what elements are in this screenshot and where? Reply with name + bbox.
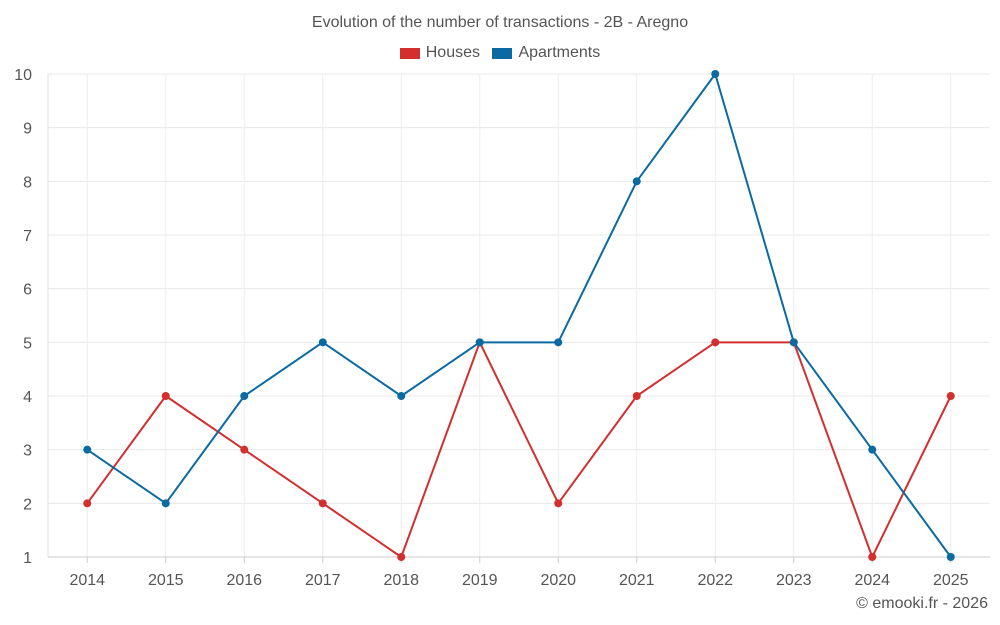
x-tick-label: 2014 <box>69 572 105 589</box>
data-point-apartments <box>711 70 720 78</box>
y-tick-label: 2 <box>23 496 32 513</box>
data-point-houses <box>632 392 641 400</box>
y-tick-label: 6 <box>23 282 32 299</box>
x-tick-label: 2019 <box>462 572 498 589</box>
x-tick-label: 2022 <box>697 572 733 589</box>
x-tick-label: 2018 <box>383 572 419 589</box>
y-tick-label: 4 <box>23 389 32 406</box>
chart-legend: Houses Apartments <box>0 44 1000 64</box>
data-point-apartments <box>789 338 798 347</box>
x-tick-label: 2017 <box>305 572 341 589</box>
x-tick-label: 2015 <box>148 572 184 589</box>
y-tick-label: 8 <box>23 174 32 191</box>
data-point-houses <box>83 499 92 508</box>
data-point-houses <box>240 445 249 454</box>
data-point-apartments <box>397 392 406 400</box>
data-point-apartments <box>318 338 327 347</box>
series-line-houses <box>86 341 952 558</box>
legend-item-apartments[interactable]: Apartments <box>492 44 600 62</box>
legend-swatch-houses <box>399 47 420 59</box>
data-point-houses <box>711 338 720 347</box>
x-tick-label: 2023 <box>776 572 812 589</box>
legend-item-houses[interactable]: Houses <box>399 44 480 62</box>
x-tick-label: 2016 <box>226 572 262 589</box>
data-point-apartments <box>83 445 92 454</box>
data-point-houses <box>868 553 877 561</box>
y-tick-label: 3 <box>23 443 32 460</box>
data-point-apartments <box>554 338 563 347</box>
data-point-apartments <box>475 338 484 347</box>
data-point-houses <box>318 499 327 508</box>
data-point-houses <box>161 392 170 400</box>
y-tick-label: 1 <box>23 550 32 567</box>
data-point-houses <box>554 499 563 508</box>
series-line-apartments <box>86 73 952 558</box>
x-tick-label: 2021 <box>619 572 655 589</box>
legend-label-apartments: Apartments <box>518 44 601 61</box>
credit-text: © emooki.fr - 2026 <box>856 595 988 612</box>
x-tick-label: 2024 <box>854 572 890 589</box>
legend-label-houses: Houses <box>425 44 480 61</box>
data-point-apartments <box>868 445 877 454</box>
data-point-apartments <box>632 177 641 186</box>
data-point-apartments <box>946 553 955 561</box>
x-tick-label: 2025 <box>933 572 969 589</box>
data-point-houses <box>397 553 406 561</box>
data-point-houses <box>946 392 955 400</box>
y-tick-label: 5 <box>23 335 32 352</box>
data-point-apartments <box>240 392 249 400</box>
y-tick-label: 10 <box>14 67 32 84</box>
chart-title: Evolution of the number of transactions … <box>311 14 689 31</box>
data-point-apartments <box>161 499 170 508</box>
legend-swatch-apartments <box>492 47 513 59</box>
y-tick-label: 7 <box>23 228 32 245</box>
y-tick-label: 9 <box>23 121 32 138</box>
x-tick-label: 2020 <box>540 572 576 589</box>
